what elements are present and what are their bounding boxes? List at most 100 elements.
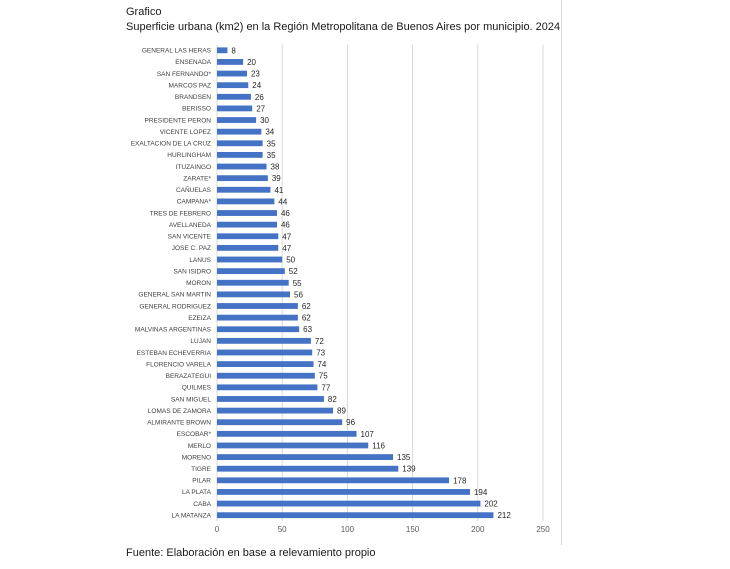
bar (217, 407, 334, 414)
category-label: EZEIZA (188, 315, 211, 322)
data-label: 46 (281, 221, 290, 230)
bar (217, 244, 279, 251)
bar (217, 337, 311, 344)
document-right-border (561, 0, 562, 545)
data-label: 135 (397, 453, 411, 462)
category-label: MORON (186, 280, 211, 287)
category-label: MERLO (188, 443, 211, 450)
category-label: SAN MIGUEL (171, 396, 211, 403)
bar (217, 47, 228, 54)
category-label: ESCOBAR* (177, 431, 212, 438)
bar (217, 419, 343, 426)
bar (217, 256, 283, 263)
category-label: MARCOS PAZ (169, 82, 212, 89)
data-label: 27 (256, 104, 265, 113)
source-note: Fuente: Elaboración en base a relevamien… (126, 547, 376, 559)
bar (217, 396, 324, 402)
data-label: 47 (282, 232, 291, 241)
data-label: 47 (282, 244, 291, 253)
data-label: 35 (267, 151, 276, 160)
category-label: SAN VICENTE (168, 234, 212, 241)
bar (217, 291, 291, 298)
category-label: ESTEBAN ECHEVERRIA (137, 350, 212, 357)
bar (217, 117, 257, 123)
data-label: 41 (274, 186, 283, 195)
category-label: LUJAN (190, 338, 211, 345)
data-label: 63 (303, 325, 312, 334)
category-label: AVELLANEDA (169, 222, 212, 229)
data-label: 178 (453, 476, 467, 485)
category-label: LA MATANZA (172, 512, 212, 519)
bar (217, 175, 268, 182)
category-label: CAMPANA* (177, 199, 212, 206)
category-label: ITUZAINGO (176, 164, 211, 171)
category-label: TIGRE (191, 466, 212, 473)
figure-heading: Grafico (126, 6, 162, 18)
data-label: 52 (289, 267, 298, 276)
category-label: LOMAS DE ZAMORA (148, 408, 212, 415)
x-tick-label: 250 (536, 525, 550, 534)
chart-title: Superficie urbana (km2) en la Región Met… (126, 21, 561, 33)
category-label: BERISSO (182, 106, 211, 113)
category-label: EXALTACION DE LA CRUZ (131, 141, 211, 148)
category-label: PILAR (192, 478, 211, 485)
bar (217, 279, 289, 286)
bar (217, 268, 285, 275)
bar (217, 477, 450, 484)
x-tick-label: 0 (215, 525, 220, 534)
data-label: 139 (402, 465, 416, 474)
category-label: ZARATE* (183, 175, 211, 182)
bar (217, 233, 279, 240)
bar (217, 140, 263, 147)
bar (217, 489, 470, 495)
bar (217, 430, 357, 437)
bar (217, 349, 313, 356)
category-label: HURLINGHAM (167, 152, 211, 159)
bar (217, 454, 394, 460)
data-label: 73 (316, 348, 325, 357)
bar (217, 372, 315, 379)
bar (217, 70, 247, 77)
bar (217, 152, 263, 158)
bar (217, 198, 275, 205)
bar (217, 465, 399, 472)
data-label: 72 (315, 337, 324, 346)
category-label: JOSE C. PAZ (172, 245, 211, 252)
bar (217, 512, 494, 519)
data-label: 202 (484, 500, 498, 509)
data-label: 62 (302, 302, 311, 311)
data-label: 194 (474, 488, 488, 497)
category-label: ALMIRANTE BROWN (147, 420, 211, 427)
category-label: LA PLATA (182, 489, 212, 496)
bar (217, 326, 300, 333)
data-label: 62 (302, 314, 311, 323)
category-label: BERAZATEGUI (166, 373, 212, 380)
category-label: PRESIDENTE PERON (145, 117, 212, 124)
data-label: 212 (497, 511, 511, 520)
category-label: QUILMES (182, 385, 212, 392)
category-label: SAN ISIDRO (173, 268, 211, 275)
data-label: 116 (372, 441, 385, 450)
data-label: 46 (281, 209, 290, 218)
bar (217, 163, 267, 170)
data-label: 38 (271, 163, 280, 172)
data-label: 26 (255, 93, 264, 102)
category-label: VICENTE LOPEZ (160, 129, 211, 136)
category-label: MORENO (182, 454, 211, 461)
data-label: 50 (286, 256, 295, 265)
bar (217, 93, 251, 100)
data-label: 39 (272, 174, 281, 183)
bar (217, 128, 262, 135)
bar (217, 105, 253, 112)
category-label: GENERAL RODRIGUEZ (139, 303, 211, 310)
data-label: 56 (294, 290, 303, 299)
bar (217, 221, 277, 228)
bar (217, 314, 298, 321)
bar (217, 361, 314, 368)
data-label: 34 (265, 128, 274, 137)
bar (217, 210, 277, 216)
category-label: CAÑUELAS (176, 185, 212, 194)
data-label: 75 (319, 372, 328, 381)
category-label: TRES DE FEBRERO (150, 210, 211, 217)
